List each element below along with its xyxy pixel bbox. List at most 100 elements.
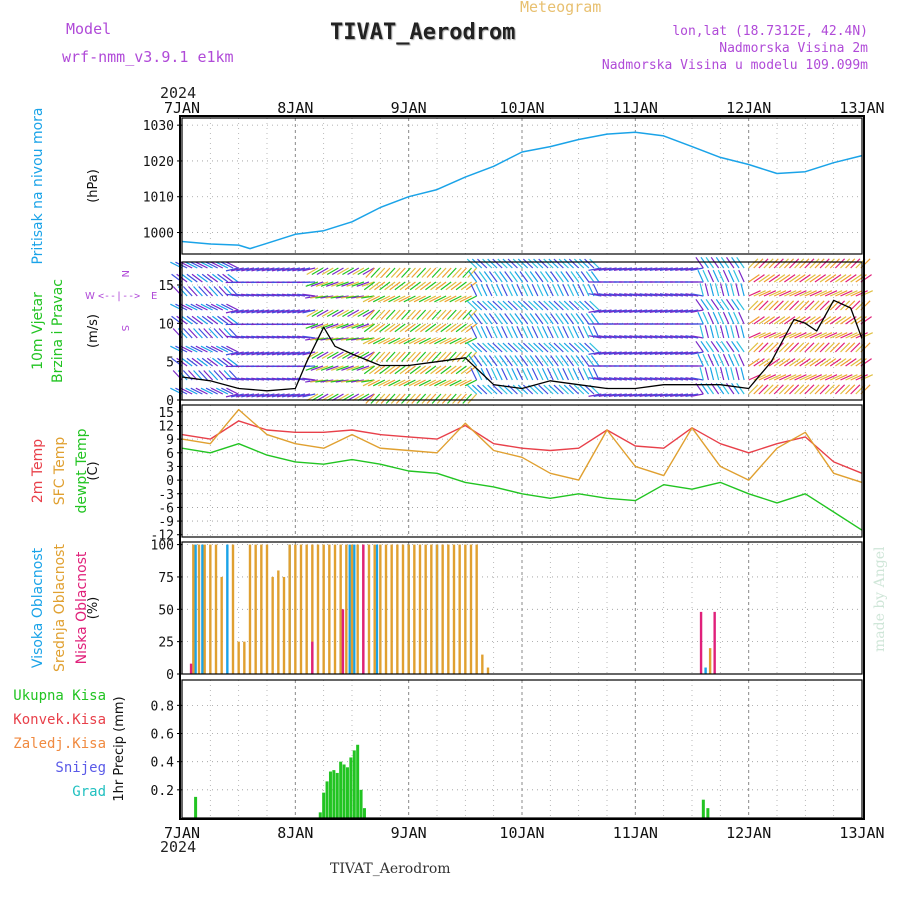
wind-arrow	[388, 295, 401, 303]
wind-arrow	[654, 293, 668, 297]
wind-arrow	[784, 332, 797, 339]
wind-arrow	[460, 281, 472, 291]
wind-arrow	[455, 323, 467, 333]
wind-arrow	[256, 393, 270, 398]
wind-arrow	[208, 328, 219, 339]
wind-arrow	[261, 377, 275, 381]
wind-arrow	[738, 311, 745, 325]
wind-arrow	[516, 326, 524, 339]
wind-arrow	[809, 384, 820, 395]
wind-arrow	[435, 323, 447, 333]
wind-arrow	[585, 271, 595, 283]
wind-arrow	[789, 342, 800, 353]
wind-arrow	[425, 281, 437, 291]
top-date-label: 9JAN	[391, 99, 427, 117]
wind-arrow	[431, 309, 442, 320]
wind-arrow	[634, 351, 648, 355]
wind-arrow	[409, 281, 421, 291]
wind-arrow	[320, 379, 334, 383]
wind-arrow	[840, 374, 853, 381]
wind-arrow	[286, 335, 300, 339]
wind-arrow	[225, 335, 239, 339]
wind-arrow	[753, 358, 765, 367]
wind-arrow	[292, 377, 306, 381]
wind-arrow	[736, 256, 745, 269]
wind-arrow	[404, 323, 416, 333]
wind-arrow	[580, 313, 590, 325]
precip-bar	[325, 781, 329, 818]
wind-arrow	[292, 335, 306, 339]
wind-arrow	[497, 258, 508, 269]
wind-arrow	[281, 393, 295, 398]
wind-arrow	[236, 351, 249, 356]
wind-arrow	[227, 315, 239, 325]
bottom-date-label: 12JAN	[726, 824, 771, 842]
cloud-bar	[231, 544, 235, 674]
wind-arrow	[226, 345, 239, 353]
wind-arrow	[370, 267, 381, 278]
wind-arrow	[779, 290, 792, 297]
wind-arrow	[350, 295, 364, 299]
wind-arrow	[860, 316, 872, 325]
wind-arrow	[809, 316, 821, 325]
cloud-bar	[254, 544, 257, 674]
wind-arrow	[487, 384, 498, 395]
wind-arrow	[362, 337, 375, 345]
wind-arrow	[310, 379, 324, 383]
wind-arrow	[603, 293, 617, 297]
wind-arrow	[210, 387, 224, 395]
wind-arrow	[352, 267, 365, 275]
wind-arrow	[753, 384, 764, 395]
wind-arrow	[845, 342, 856, 353]
wind-arrow	[235, 293, 249, 297]
outer-frame	[179, 115, 865, 820]
wind-arrow	[470, 284, 478, 297]
wind-arrow	[834, 300, 846, 311]
wind-arrow	[419, 281, 432, 291]
wind-arrow	[434, 379, 447, 387]
wind-arrow	[543, 384, 554, 395]
wind-arrow	[460, 323, 472, 333]
wind-arrow	[292, 393, 306, 398]
wind-arrow	[690, 393, 704, 397]
wind-arrow	[654, 309, 668, 313]
wind-arrow	[710, 340, 720, 353]
wind-arrow	[501, 368, 508, 381]
wind-arrow	[213, 286, 224, 297]
wind-arrow	[195, 261, 208, 269]
wind-arrow	[506, 368, 513, 381]
wind-arrow	[342, 351, 354, 359]
precip-bar	[706, 808, 710, 818]
wind-arrow	[444, 379, 457, 387]
wind-arrow	[804, 358, 816, 367]
wind-arrow	[492, 342, 503, 353]
wind-arrow	[345, 295, 359, 299]
wind-arrow	[182, 286, 193, 297]
cloud-bar	[316, 544, 320, 674]
wind-arrow	[582, 284, 590, 297]
wind-arrow	[598, 351, 612, 355]
wind-arrow	[773, 258, 784, 269]
wind-arrow	[608, 293, 622, 297]
wind-arrow	[436, 393, 447, 404]
wind-arrow	[321, 393, 334, 401]
wind-arrow	[528, 258, 539, 269]
wind-arrow	[230, 335, 244, 339]
wind-arrow	[222, 357, 234, 367]
wind-arrow	[850, 316, 862, 325]
wind-arrow	[230, 309, 244, 314]
wind-arrow	[613, 309, 627, 313]
wind-arrow	[704, 283, 710, 297]
wind-arrow	[659, 267, 673, 271]
cloud-bar	[447, 544, 450, 674]
top-date-label: 8JAN	[277, 99, 313, 117]
wind-arrow	[497, 384, 508, 395]
wind-arrow	[361, 365, 375, 371]
wind-arrow	[423, 379, 437, 387]
wind-arrow	[226, 303, 239, 311]
wind-arrow	[735, 367, 740, 381]
wind-arrow	[639, 267, 653, 271]
wind-arrow	[860, 358, 872, 367]
lonlat-label: lon,lat (18.7312E, 42.4N)	[672, 24, 868, 39]
